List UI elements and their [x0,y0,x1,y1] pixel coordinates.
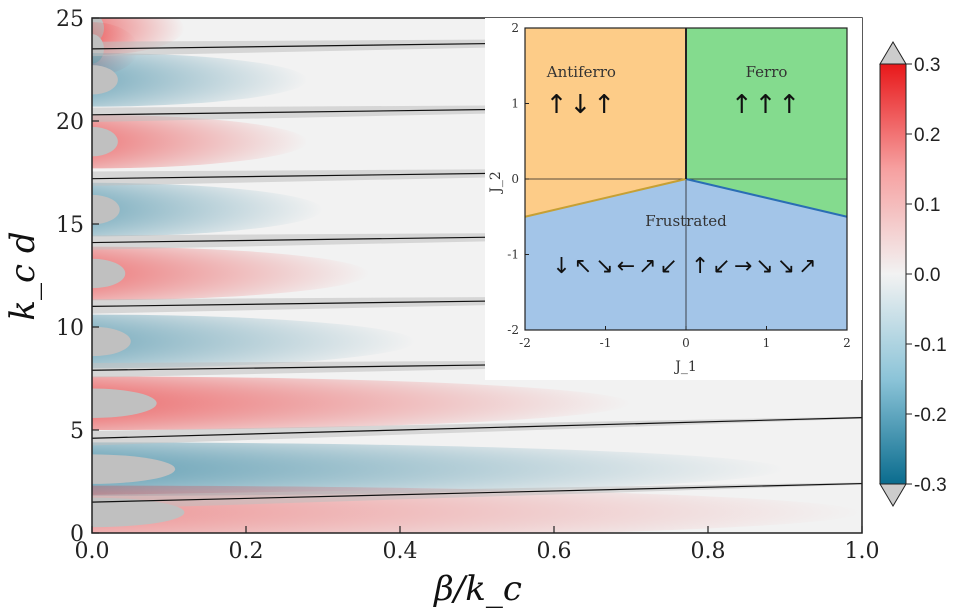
x-axis-ticks: 0.0 0.2 0.4 0.6 0.8 1.0 [75,526,880,564]
boundary-line [92,417,862,439]
heatmap-lobe [92,182,323,237]
x-tick-label: 0.2 [229,539,264,564]
region-ferro [686,28,847,217]
inset-y-tick-label: 0 [511,172,519,186]
heatmap-lobe [92,442,785,496]
inset-panel: Antiferro ↑↓↑ Ferro ↑↑↑ Frustrated ↓↖↘←↗↙ ↑↙→… [485,18,862,380]
inset-regions: Antiferro ↑↓↑ Ferro ↑↑↑ Frustrated ↓↖↘←↗↙ ↑↙→… [524,28,848,330]
inset-x-tick-label: 2 [843,336,851,350]
phase-boundary [685,178,848,218]
x-tick-label: 1.0 [845,539,880,564]
spin-arrows: ↑↑↑ [731,90,802,120]
inset-y-tick-label: -2 [507,323,519,337]
colorbar-tick-label: -0.2 [914,405,947,426]
masked-core [92,126,118,157]
heatmap-lobe [92,246,370,301]
inset-y-title: J_2 [488,171,504,195]
masked-core [92,454,176,484]
masked-wedge [92,416,862,446]
inset-x-tick-label: -1 [600,336,612,350]
spin-arrows: ↓↖↘←↗↙ ↑↙→↘↘↗ [552,254,819,279]
x-tick-label: 0.8 [691,539,726,564]
region-label: Antiferro [546,63,616,81]
heatmap-lobe [92,114,308,169]
inset-x-tick-label: -2 [519,336,531,350]
region-label: Ferro [746,63,788,81]
colorbar-extend-bottom [879,483,907,507]
inset-y-tick-label: 1 [511,97,519,111]
heatmap-lobe [92,53,308,107]
masked-core [92,388,157,418]
inset-x-title: J_1 [673,359,697,375]
masked-wedge [92,482,862,510]
heatmap-lobe [92,314,416,369]
boundary-line [92,482,862,503]
y-tick-label: 25 [56,7,84,32]
masked-core [92,194,120,225]
inset-x-tick-label: 1 [763,336,771,350]
phase-boundary [524,178,687,218]
inset-axis-ticks: -2 -1 0 1 2 2 1 0 -1 -2 [507,21,851,350]
region-label: Frustrated [645,212,727,230]
x-axis-title: β/k_c [432,569,522,608]
y-tick-label: 10 [56,316,84,341]
colorbar-tick-label: 0.0 [914,265,940,286]
colorbar-tick-label: -0.3 [914,475,947,496]
x-tick-label: 0.6 [537,539,572,564]
region-antiferro [525,28,686,217]
masked-core [92,65,118,95]
y-tick-label: 15 [56,213,84,238]
y-tick-label: 20 [56,110,84,135]
spin-arrows: ↑↓↑ [546,90,617,120]
x-tick-label: 0.4 [383,539,418,564]
colorbar-gradient [879,63,907,485]
heatmap-lobe [92,376,631,430]
y-tick-label: 0 [70,522,84,547]
masked-core [92,326,131,357]
colorbar-tick-label: 0.3 [914,55,940,76]
y-tick-label: 5 [70,419,84,444]
colorbar-tick-label: 0.1 [914,195,940,216]
y-axis-title: k_c d [3,231,43,320]
y-axis-ticks: 0 5 10 15 20 25 [56,7,99,547]
colorbar: 0.3 0.2 0.1 0.0 -0.1 -0.2 -0.3 [879,41,947,507]
colorbar-extend-top [879,41,907,65]
colorbar-tick-label: -0.1 [914,335,947,356]
boundary-lines [92,37,862,510]
inset-y-tick-label: 2 [511,21,519,35]
colorbar-tick-label: 0.2 [914,125,940,146]
colorbar-ticks: 0.3 0.2 0.1 0.0 -0.1 -0.2 -0.3 [906,55,947,496]
inset-y-tick-label: -1 [507,248,519,262]
masked-core [92,258,126,289]
x-tick-label: 0.0 [75,539,110,564]
inset-x-tick-label: 0 [682,336,690,350]
